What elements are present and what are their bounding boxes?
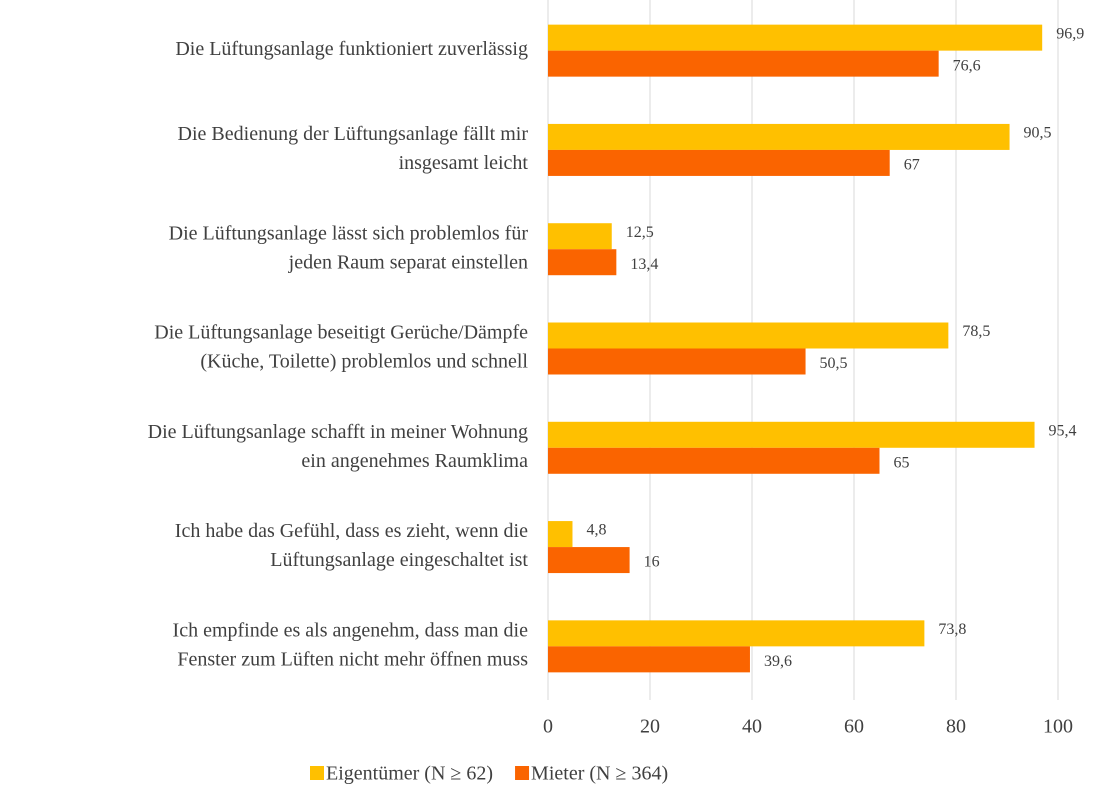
x-tick-label: 80 [946, 716, 966, 738]
category-label: Die Lüftungsanlage funktioniert zuverläs… [175, 38, 528, 60]
category-label: Die Lüftungsanlage schafft in meiner Woh… [148, 421, 528, 443]
category-label: Ich empfinde es als angenehm, dass man d… [173, 619, 529, 641]
value-label: 96,9 [1056, 25, 1084, 42]
bar [548, 24, 1043, 51]
category-label: Lüftungsanlage eingeschaltet ist [270, 549, 528, 571]
bar [548, 646, 750, 673]
bar [548, 149, 890, 176]
category-label: Die Lüftungsanlage beseitigt Gerüche/Däm… [154, 322, 528, 344]
legend-label: Mieter (N ≥ 364) [531, 763, 668, 785]
value-label: 76,6 [953, 57, 981, 74]
value-label: 67 [904, 157, 920, 174]
value-label: 95,4 [1049, 422, 1077, 439]
category-label: ein angenehmes Raumklima [301, 450, 528, 472]
value-label: 90,5 [1024, 125, 1052, 142]
x-tick-label: 60 [844, 716, 864, 738]
category-label: insgesamt leicht [399, 152, 529, 174]
category-label: Die Bedienung der Lüftungsanlage fällt m… [178, 123, 529, 145]
bar [548, 421, 1035, 448]
bar [548, 348, 806, 375]
bar [548, 50, 939, 77]
value-label: 39,6 [764, 653, 792, 670]
legend-label: Eigentümer (N ≥ 62) [326, 763, 493, 785]
bar [548, 249, 617, 276]
bar [548, 547, 630, 574]
bar [548, 521, 573, 548]
value-label: 16 [644, 554, 660, 571]
bar [548, 322, 949, 349]
value-label: 4,8 [586, 522, 606, 539]
bar [548, 223, 612, 250]
value-label: 65 [894, 454, 910, 471]
category-label: jeden Raum separat einstellen [288, 251, 528, 273]
x-tick-label: 100 [1043, 716, 1073, 738]
category-label: (Küche, Toilette) problemlos und schnell [200, 351, 528, 373]
category-label: Die Lüftungsanlage lässt sich problemlos… [169, 222, 529, 244]
category-label: Fenster zum Lüften nicht mehr öffnen mus… [177, 648, 528, 670]
bar [548, 447, 880, 474]
legend-swatch [310, 766, 324, 780]
bar [548, 620, 925, 647]
legend-swatch [515, 766, 530, 780]
x-tick-label: 40 [742, 716, 762, 738]
x-tick-label: 20 [640, 716, 660, 738]
value-label: 50,5 [820, 355, 848, 372]
category-label: Ich habe das Gefühl, dass es zieht, wenn… [175, 520, 528, 542]
bar [548, 123, 1010, 150]
value-label: 73,8 [938, 621, 966, 638]
value-label: 13,4 [630, 256, 658, 273]
value-label: 78,5 [962, 323, 990, 340]
value-label: 12,5 [626, 224, 654, 241]
x-tick-label: 0 [543, 716, 553, 738]
